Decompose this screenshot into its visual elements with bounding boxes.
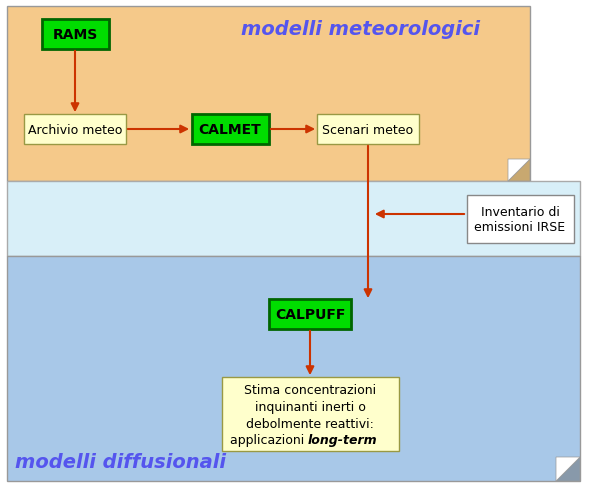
Text: modelli meteorologici: modelli meteorologici [241, 20, 480, 39]
Text: Archivio meteo: Archivio meteo [28, 123, 122, 136]
FancyBboxPatch shape [192, 115, 268, 145]
Text: CALMET: CALMET [199, 123, 261, 137]
Bar [7, 257, 580, 481]
Text: Scenari meteo: Scenari meteo [323, 123, 414, 136]
Text: debolmente reattivi:: debolmente reattivi: [246, 417, 374, 430]
Bar [7, 7, 530, 182]
Text: Inventario di
emissioni IRSE: Inventario di emissioni IRSE [474, 205, 566, 234]
Polygon shape [508, 160, 530, 182]
Text: RAMS: RAMS [53, 28, 97, 42]
FancyBboxPatch shape [317, 115, 419, 145]
FancyBboxPatch shape [41, 20, 109, 50]
Text: modelli diffusionali: modelli diffusionali [15, 452, 226, 471]
Text: Stima concentrazioni: Stima concentrazioni [244, 384, 376, 396]
Bar [7, 182, 580, 257]
FancyBboxPatch shape [221, 377, 398, 451]
Polygon shape [556, 457, 580, 481]
FancyBboxPatch shape [467, 196, 573, 244]
FancyBboxPatch shape [24, 115, 126, 145]
Text: applicazioni: applicazioni [230, 433, 308, 447]
Text: CALPUFF: CALPUFF [275, 307, 345, 321]
Polygon shape [556, 457, 580, 481]
Text: long-term: long-term [308, 433, 378, 447]
Polygon shape [508, 160, 530, 182]
Text: inquinanti inerti o: inquinanti inerti o [254, 400, 365, 413]
FancyBboxPatch shape [269, 299, 351, 329]
